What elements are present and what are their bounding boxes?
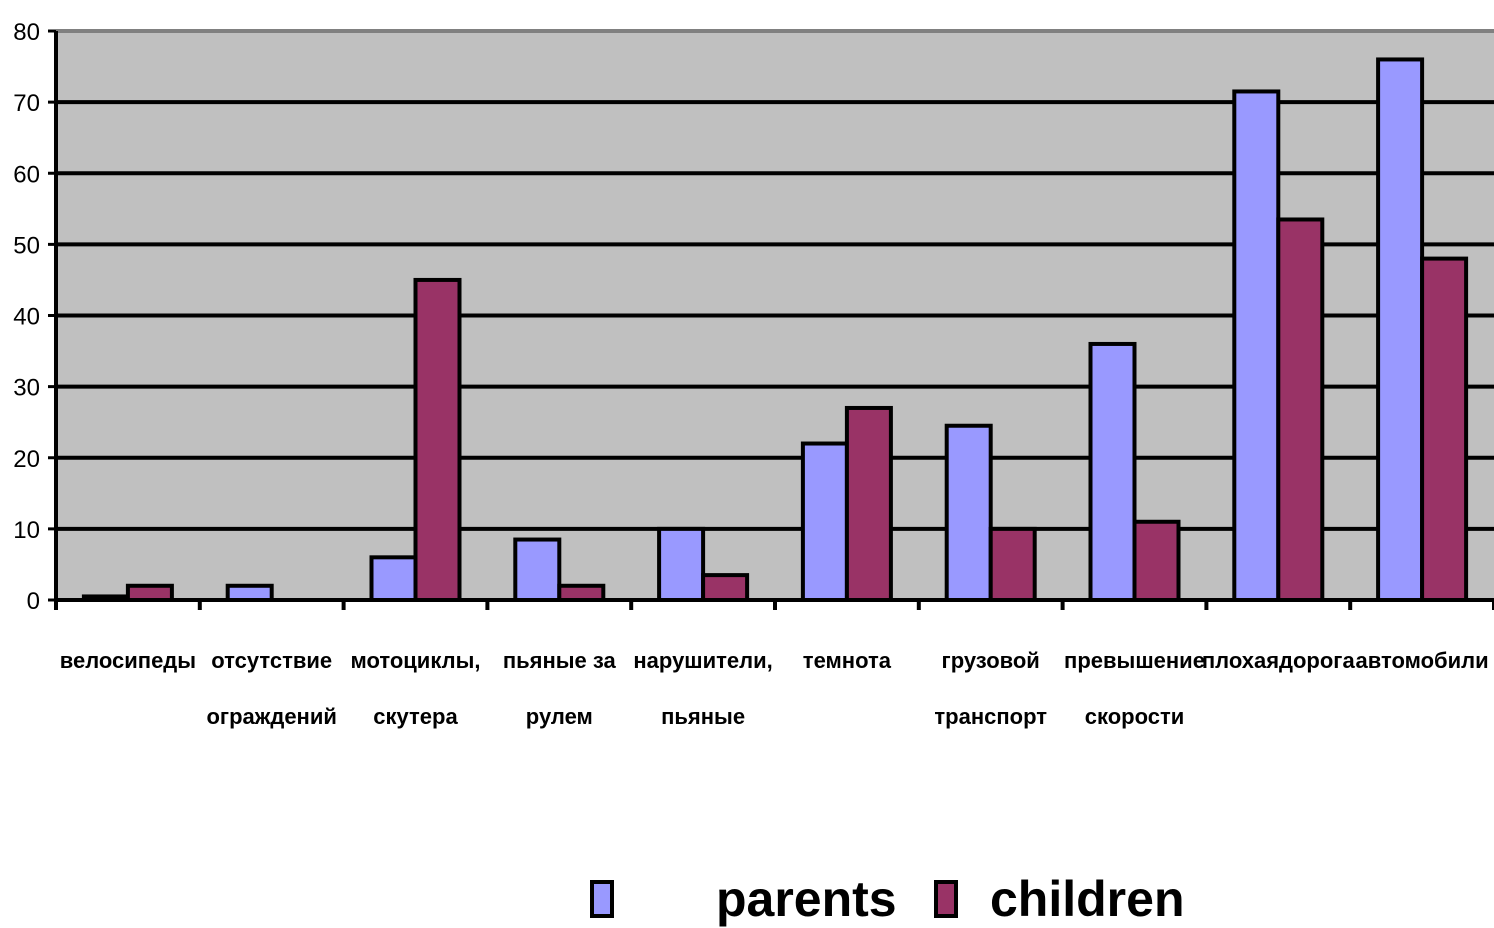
bars [81, 57, 1469, 603]
y-tick-label: 50 [13, 232, 40, 259]
legend-label-parents: parents [716, 871, 897, 927]
x-category-label: нарушители, пьяные [633, 648, 772, 729]
y-tick-label: 10 [13, 517, 40, 544]
legend-label-children: children [990, 871, 1184, 927]
legend-swatch-parents [590, 880, 614, 918]
bar-children [125, 583, 174, 603]
bar-parents [657, 526, 706, 602]
bar-children [988, 526, 1037, 602]
x-category-label: велосипеды [60, 648, 196, 673]
axes [48, 29, 1494, 610]
bar-parents [1376, 57, 1425, 602]
legend: parents children [590, 871, 1184, 927]
y-tick-labels: 0 10 20 30 40 50 60 70 80 [13, 19, 40, 615]
legend-swatch-children [934, 880, 958, 918]
bar-parents [225, 583, 274, 603]
x-category-label: отсутствие ограждений [206, 648, 336, 729]
bar-children [1132, 519, 1181, 603]
bar-parents [944, 423, 993, 602]
bar-children [844, 405, 893, 602]
x-category-label: мотоциклы, скутера [350, 648, 480, 729]
x-category-labels: велосипеды отсутствие ограждениймотоциклы,… [60, 648, 1489, 729]
y-tick-label: 70 [13, 90, 40, 117]
y-tick-label: 30 [13, 375, 40, 402]
bar-children [1420, 256, 1469, 602]
x-category-label: пьяные за рулем [503, 648, 617, 729]
y-tick-label: 40 [13, 304, 40, 331]
y-tick-label: 60 [13, 161, 40, 188]
x-category-label: превышение скорости [1064, 648, 1205, 729]
bar-parents [1088, 341, 1137, 602]
bar-parents [369, 555, 418, 603]
bar-parents [1232, 89, 1281, 603]
bar-children [413, 277, 462, 602]
y-tick-label: 20 [13, 446, 40, 473]
x-category-label: грузовой транспорт [934, 648, 1047, 729]
y-tick-label: 0 [27, 588, 40, 615]
bar-children [557, 583, 606, 603]
bar-parents [513, 537, 562, 603]
bar-children [1276, 217, 1325, 602]
y-tick-label: 80 [13, 19, 40, 46]
bar-parents [800, 441, 849, 602]
x-category-label: темнота [803, 648, 892, 673]
x-category-label: автомобили [1356, 648, 1489, 673]
bar-children [701, 573, 750, 603]
x-category-label: плохаядорога [1202, 648, 1356, 673]
